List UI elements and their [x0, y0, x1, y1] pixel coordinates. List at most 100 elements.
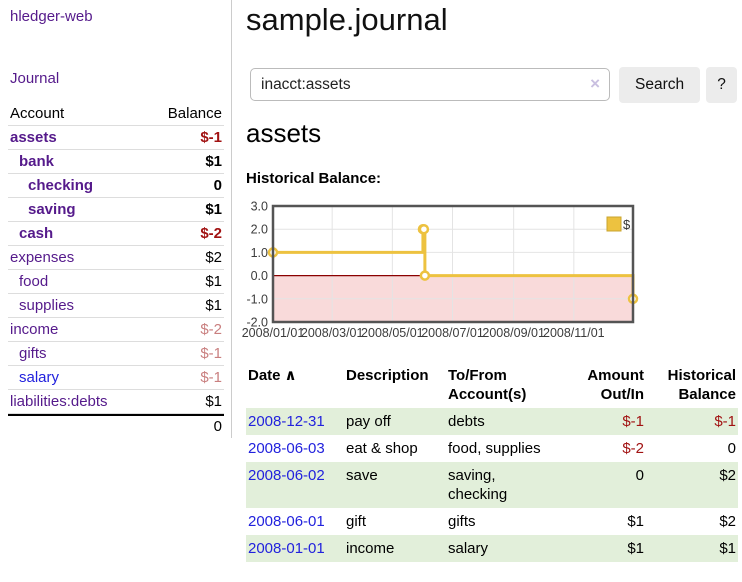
transaction-row: 2008-06-03 eat & shop food, supplies $-2 0	[246, 435, 738, 462]
legend-label: $	[623, 217, 631, 232]
account-heading: assets	[246, 118, 322, 148]
transaction-description: gift	[346, 513, 367, 530]
historical-balance-chart: $3.0 2.0 1.0 0.0 -1.0 -2.02008/01/012008/03/0…	[242, 200, 639, 340]
account-balance: $1	[205, 201, 222, 218]
help-button[interactable]: ?	[706, 67, 737, 103]
clear-search-icon[interactable]: ×	[590, 74, 600, 93]
sidebar-account-row: expenses $2	[8, 246, 224, 270]
transaction-date-link[interactable]: 2008-06-01	[248, 513, 325, 530]
account-column-header: Account	[10, 105, 65, 122]
sidebar-account-row: income $-2	[8, 318, 224, 342]
y-axis-tick-label: 0.0	[251, 269, 268, 283]
tofrom-column-header: To/From Account(s)	[448, 367, 527, 403]
sidebar-account-row: checking 0	[8, 174, 224, 198]
y-axis-tick-label: 1.0	[251, 246, 268, 260]
transaction-accounts: saving, checking	[448, 467, 508, 503]
transaction-row: 2008-12-31 pay off debts $-1 $-1	[246, 408, 738, 435]
data-point-marker	[418, 223, 430, 235]
account-balance: $1	[205, 153, 222, 170]
account-balance: $-2	[200, 225, 222, 242]
account-balance: 0	[213, 177, 222, 194]
sidebar-account-assets[interactable]: assets	[10, 129, 57, 146]
account-balance: $-1	[200, 129, 222, 146]
transaction-row: 2008-06-01 gift gifts $1 $2	[246, 508, 738, 535]
transaction-accounts: salary	[448, 540, 489, 557]
transaction-row: 2008-06-02 save saving, checking 0 $2	[246, 462, 738, 508]
app-brand-link[interactable]: hledger-web	[10, 8, 93, 25]
transaction-amount: $1	[627, 513, 644, 530]
sidebar-item-journal[interactable]: Journal	[10, 70, 60, 87]
transaction-balance: $-1	[714, 413, 736, 430]
data-point-marker	[419, 270, 431, 281]
sidebar-account-row: salary $-1	[8, 366, 224, 390]
sidebar-account-food[interactable]: food	[19, 273, 49, 290]
transaction-amount: $1	[627, 540, 644, 557]
transaction-date-cell: 2008-01-01	[246, 539, 346, 558]
amount-column-header: Amount Out/In	[587, 367, 644, 403]
transaction-amount: 0	[635, 467, 644, 484]
transaction-date-link[interactable]: 2008-01-01	[248, 540, 325, 557]
account-balance: $1	[205, 297, 222, 314]
x-axis-tick-label: 2008/07/01	[421, 326, 484, 340]
transaction-description: income	[346, 540, 395, 557]
sidebar-account-row: gifts $-1	[8, 342, 224, 366]
date-column-header[interactable]: Date ∧	[248, 367, 297, 384]
chart-border	[271, 204, 635, 324]
transaction-date-link[interactable]: 2008-06-03	[248, 440, 325, 457]
transaction-accounts: food, supplies	[448, 440, 541, 457]
transaction-amount: $-1	[622, 413, 644, 430]
x-axis-tick-label: 2008/09/01	[482, 326, 545, 340]
transaction-balance: 0	[727, 440, 736, 457]
transaction-description: pay off	[346, 413, 391, 430]
account-balance: $-2	[200, 321, 222, 338]
sort-ascending-icon: ∧	[284, 367, 297, 384]
transaction-balance: $2	[719, 467, 736, 484]
transaction-date-link[interactable]: 2008-06-02	[248, 467, 325, 484]
search-box: ×	[250, 68, 610, 101]
transaction-accounts: gifts	[448, 513, 476, 530]
description-column-header: Description	[346, 367, 429, 384]
sidebar-account-expenses[interactable]: expenses	[10, 249, 75, 266]
sidebar-account-row: supplies $1	[8, 294, 224, 318]
x-axis-tick-label: 2008/01/01	[242, 326, 305, 340]
y-axis-tick-label: 3.0	[251, 200, 268, 214]
account-balance-table: Account Balance assets $-1 bank $1 checking 0…	[8, 102, 224, 437]
sidebar-account-row: liabilities:debts $1	[8, 390, 224, 414]
total-balance: 0	[213, 418, 222, 435]
sidebar-account-cash[interactable]: cash	[19, 225, 54, 242]
balance-column-header: Historical Balance	[667, 367, 736, 403]
x-axis-tick-label: 2008/05/01	[361, 326, 424, 340]
balance-column-header: Balance	[167, 105, 222, 122]
sidebar-account-row: food $1	[8, 270, 224, 294]
page-title: sample.journal	[246, 2, 448, 37]
sidebar-account-gifts[interactable]: gifts	[19, 345, 47, 362]
sidebar-account-supplies[interactable]: supplies	[19, 297, 75, 314]
sidebar-account-checking[interactable]: checking	[28, 177, 94, 194]
register-header-row: Date ∧ Description To/From Account(s) Amo…	[246, 361, 738, 408]
transaction-date-link[interactable]: 2008-12-31	[248, 413, 325, 430]
transaction-amount: $-2	[622, 440, 644, 457]
sidebar-account-row: assets $-1	[8, 126, 224, 150]
y-axis-tick-label: -1.0	[246, 292, 268, 306]
sidebar-account-bank[interactable]: bank	[19, 153, 55, 170]
account-balance: $1	[205, 393, 222, 410]
transaction-accounts: debts	[448, 413, 485, 430]
search-button[interactable]: Search	[619, 67, 701, 103]
sidebar-account-income[interactable]: income	[10, 321, 59, 338]
sidebar-account-liabilities-debts[interactable]: liabilities:debts	[10, 393, 108, 410]
main-content: sample.journal × Search ? assets Histori…	[242, 0, 742, 582]
x-axis-tick-label: 2008/11/01	[543, 326, 605, 340]
transaction-date-cell: 2008-06-01	[246, 512, 346, 531]
sidebar-account-row: cash $-2	[8, 222, 224, 246]
account-total-row: 0	[8, 414, 224, 437]
account-balance: $1	[205, 273, 222, 290]
transaction-date-cell: 2008-06-02	[246, 466, 346, 504]
transaction-date-cell: 2008-06-03	[246, 439, 346, 458]
search-input[interactable]	[250, 68, 610, 101]
sidebar-account-salary[interactable]: salary	[19, 369, 60, 386]
sidebar-account-row: saving $1	[8, 198, 224, 222]
transaction-balance: $2	[719, 513, 736, 530]
transaction-description: save	[346, 467, 378, 484]
sidebar-account-saving[interactable]: saving	[28, 201, 76, 218]
register-table: Date ∧ Description To/From Account(s) Amo…	[246, 361, 738, 562]
